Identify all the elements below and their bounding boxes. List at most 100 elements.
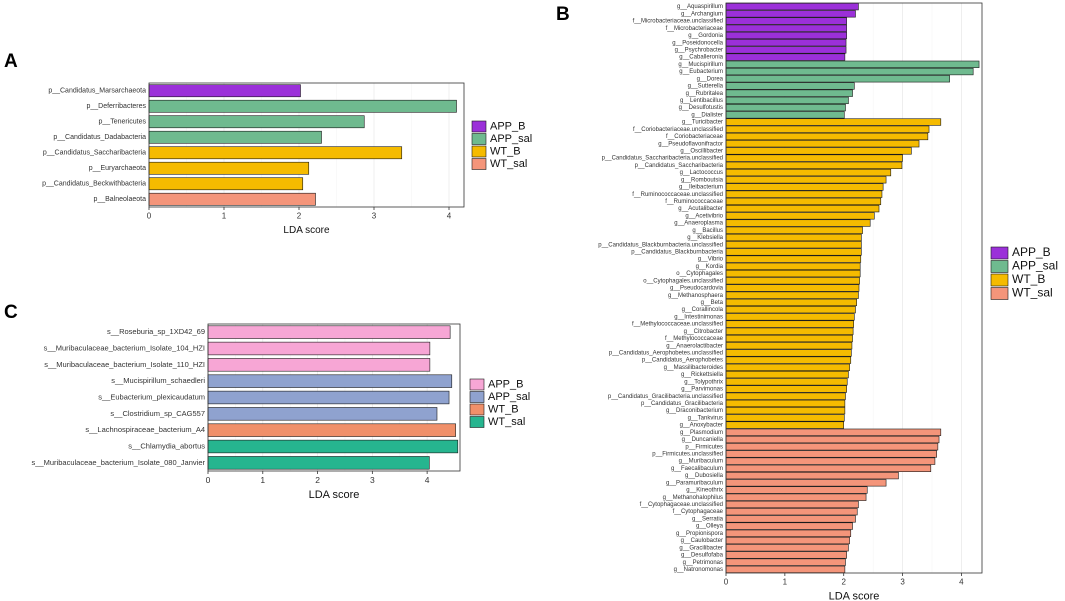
panel-b-category-label: g__Duncaniella — [682, 437, 724, 443]
panel-b-category-label: g__Desulfotustis — [679, 105, 723, 111]
panel-c-category-label: s__Mucispirillum_schaedleri — [111, 376, 205, 385]
panel-b-category-label: g__Dubosiella — [685, 473, 724, 479]
panel-b-category-label: g__Natronomonas — [674, 567, 723, 573]
panel-a-bar — [148, 146, 403, 160]
panel-b-bar — [725, 60, 980, 68]
panel-c-bar — [207, 423, 456, 437]
panel-c-bar — [207, 374, 453, 388]
panel-b-bar — [725, 197, 882, 206]
panel-b-category-label: g__Dorea — [697, 76, 724, 82]
panel-b-bar — [725, 363, 850, 371]
panel-b-category-label: g__Kineothrix — [686, 488, 723, 494]
panel-c-bar — [207, 439, 459, 454]
panel-b-bar — [725, 104, 846, 112]
panel-a-category-label: p__Candidatus_Beckwithbacteria — [42, 181, 146, 188]
panel-b-category-label: g__Gracilibacter — [679, 545, 723, 551]
panel-b-category-label: f__Cytophagaceae — [673, 509, 724, 515]
panel-b-legend-swatch — [990, 273, 1009, 287]
panel-b-category-label: p__Firmicutes — [685, 444, 723, 450]
panel-a-category-label: p__Balneolaeota — [93, 196, 146, 203]
panel-b-bar — [725, 421, 845, 429]
panel-b-category-label: g__Eubacterium — [679, 69, 723, 75]
panel-a-bar — [148, 115, 365, 129]
panel-b-category-label: g__Citrobacter — [684, 329, 723, 335]
panel-a-tick-label: 0 — [147, 211, 152, 220]
panel-a-x-axis-title: LDA score — [283, 225, 330, 236]
panel-b-legend-label: WT_B — [1012, 272, 1045, 286]
panel-b-bar — [725, 233, 862, 242]
panel-c-category-label: s__Roseburia_sp_1XD42_69 — [107, 327, 205, 336]
panel-b-bar — [725, 82, 855, 90]
panel-c-legend-label: APP_B — [488, 378, 523, 390]
panel-b-category-label: g__Paramuribaculum — [666, 480, 723, 486]
panel-b-bar — [725, 10, 856, 18]
panel-b-bar — [725, 96, 849, 105]
panel-b-category-label: g__Propionispora — [676, 531, 724, 537]
panel-b-category-label: g__Turicibacter — [682, 120, 723, 126]
panel-b-bar — [725, 479, 887, 487]
panel-b-category-label: p__Candidatus_Blackburnbacteria.unclassi… — [598, 242, 723, 248]
panel-b-category-label: g__Anoxybacter — [680, 423, 723, 429]
panel-a-category-label: p__Candidatus_Dadabacteria — [53, 134, 146, 141]
panel-b-category-label: g__Psychrobacter — [675, 47, 723, 53]
panel-b-bar — [725, 183, 884, 191]
panel-a-legend-label: WT_sal — [490, 158, 527, 170]
panel-b-category-label: p__Candidatus_Blackburnbacteria — [631, 250, 723, 256]
panel-c-legend-label: WT_sal — [488, 416, 525, 428]
panel-b-bar — [725, 515, 856, 523]
panel-b-legend-swatch — [990, 246, 1009, 260]
panel-c-bar — [207, 358, 431, 372]
panel-a-legend-swatch — [471, 158, 487, 170]
panel-b-category-label: f__Microbacteriaceae.unclassified — [633, 19, 723, 25]
panel-b-bar — [725, 407, 846, 415]
panel-b-tick-label: 4 — [959, 577, 964, 586]
panel-b-category-label: f__Coriobacteriaceae.unclassified — [633, 127, 723, 133]
panel-b-bar — [725, 464, 932, 472]
panel-b-bar — [725, 443, 939, 451]
panel-b-tick-label: 2 — [841, 577, 846, 586]
panel-a-tick-label: 3 — [372, 211, 377, 220]
panel-b-bar — [725, 551, 847, 559]
panel-b-bar — [725, 536, 850, 545]
panel-b-category-label: g__Gordonia — [688, 33, 723, 39]
panel-b-category-label: p__Candidatus_Saccharibacteria — [635, 163, 724, 169]
panel-c-category-label: s__Muribaculaceae_bacterium_Isolate_104_… — [44, 343, 205, 352]
panel-b-category-label: o__Cytophagales — [676, 271, 723, 277]
panel-b-bar — [725, 176, 887, 184]
panel-label-a: A — [4, 51, 18, 72]
panel-c-tick-label: 2 — [315, 475, 320, 485]
panel-b-bar — [725, 39, 847, 47]
panel-b-category-label: p__Candidatus_Gracilibacteria.unclassifi… — [608, 394, 723, 400]
panel-b-tick-label: 1 — [783, 577, 788, 586]
panel-b-bar — [725, 428, 942, 436]
panel-b-category-label: g__Poseidonocella — [672, 40, 723, 46]
panel-b-category-label: f__Microbacteriaceae — [666, 26, 724, 32]
panel-b-category-label: g__Muribaculum — [679, 459, 723, 465]
panel-b-bar — [725, 2, 859, 11]
panel-b-legend-label: APP_sal — [1012, 259, 1058, 273]
panel-b-bar — [725, 190, 883, 198]
panel-b-bar — [725, 89, 853, 97]
panel-a-border — [148, 82, 465, 208]
panel-c-category-label: s__Muribaculaceae_bacterium_Isolate_080_… — [32, 458, 206, 467]
panel-a-legend-label: APP_B — [490, 120, 525, 132]
panel-b-bar — [725, 471, 899, 480]
panel-b-bar — [725, 269, 861, 278]
panel-c-bar — [207, 390, 450, 405]
panel-b-bar — [725, 342, 853, 350]
panel-b-bar — [725, 17, 847, 25]
panel-a-bar — [148, 99, 457, 113]
panel-b-category-label: g__Anaeroplasma — [674, 221, 723, 227]
panel-b-category-label: g__Anaerolactibacter — [666, 343, 723, 349]
panel-b-category-label: g__Archangium — [681, 11, 723, 17]
panel-b-category-label: g__Petrimonas — [683, 560, 723, 566]
panel-b-category-label: g__Ileibacterium — [679, 185, 723, 191]
panel-b-category-label: g__Corallincola — [682, 307, 724, 313]
panel-b-category-label: p__Firmicutes.unclassified — [652, 452, 723, 458]
panel-b-bar — [725, 226, 863, 234]
panel-b-category-label: p__Candidatus_Aerophobetes — [642, 358, 723, 364]
panel-c-legend-swatch — [469, 416, 485, 428]
panel-b-category-label: g__Plasmodium — [680, 430, 723, 436]
panel-b-category-label: g__Pseudoflavonifractor — [658, 141, 723, 147]
